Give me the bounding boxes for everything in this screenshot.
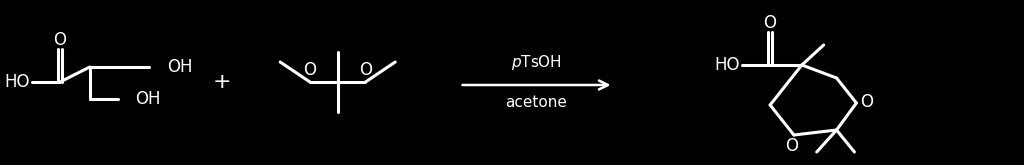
Text: acetone: acetone [506,96,567,111]
Text: O: O [785,137,799,155]
Text: HO: HO [5,73,31,91]
Text: HO: HO [715,56,740,74]
Text: O: O [359,61,372,79]
Text: O: O [303,61,316,79]
Text: OH: OH [167,58,193,76]
Text: OH: OH [135,90,161,108]
Text: $p$TsOH: $p$TsOH [511,53,562,72]
Text: O: O [53,31,67,49]
Text: +: + [212,72,231,92]
Text: O: O [860,93,872,111]
Text: O: O [764,14,776,32]
